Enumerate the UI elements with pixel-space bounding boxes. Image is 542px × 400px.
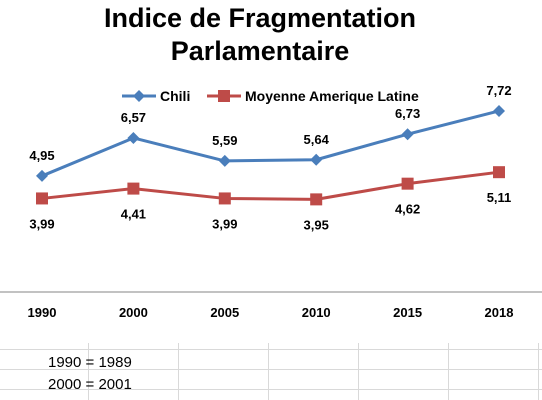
data-label-moyenne-2015: 4,62 bbox=[395, 202, 420, 217]
chart-title: Indice de Fragmentation Parlamentaire bbox=[0, 2, 520, 68]
data-label-moyenne-1990: 3,99 bbox=[29, 216, 54, 231]
data-label-moyenne-2005: 3,99 bbox=[212, 216, 237, 231]
chart-area[interactable]: Indice de Fragmentation Parlamentaire Ch… bbox=[0, 0, 542, 343]
data-label-chili-2015: 6,73 bbox=[395, 106, 420, 121]
x-tick-label-2000: 2000 bbox=[119, 305, 148, 320]
chart-legend: Chili Moyenne Amerique Latine bbox=[0, 84, 542, 108]
data-point-chili-2000[interactable] bbox=[127, 131, 140, 144]
series-line-moyenne bbox=[41, 170, 500, 201]
data-point-chili-2015[interactable] bbox=[401, 128, 414, 141]
x-tick-label-2010: 2010 bbox=[302, 305, 331, 320]
data-label-moyenne-2010: 3,95 bbox=[304, 217, 329, 232]
data-point-moyenne-2015[interactable] bbox=[401, 177, 414, 190]
legend-marker-moyenne bbox=[207, 90, 241, 102]
data-point-moyenne-2018[interactable] bbox=[493, 166, 505, 179]
x-tick-label-2018: 2018 bbox=[485, 305, 514, 320]
legend-marker-chili bbox=[122, 90, 156, 102]
x-tick-label-2015: 2015 bbox=[393, 305, 422, 320]
data-point-chili-2005[interactable] bbox=[218, 154, 231, 167]
legend-label-moyenne: Moyenne Amerique Latine bbox=[245, 88, 419, 104]
data-label-chili-1990: 4,95 bbox=[29, 148, 54, 163]
chart-title-line-1: Indice de Fragmentation bbox=[103, 3, 417, 33]
data-label-chili-2000: 6,57 bbox=[121, 110, 146, 125]
footnote-2000: 2000 = 2001 bbox=[48, 376, 132, 393]
data-label-chili-2010: 5,64 bbox=[304, 132, 330, 147]
footnote-1990: 1990 = 1989 bbox=[48, 354, 132, 371]
plot-area: 1990 2000 2005 2010 2015 2018 4,95 6,57 5,59 5,64… bbox=[0, 83, 542, 320]
data-label-chili-2005: 5,59 bbox=[212, 133, 237, 148]
data-point-chili-2018[interactable] bbox=[493, 104, 505, 117]
legend-label-chili: Chili bbox=[160, 88, 191, 104]
data-point-moyenne-1990[interactable] bbox=[36, 192, 48, 205]
data-point-moyenne-2000[interactable] bbox=[127, 182, 140, 195]
data-label-chili-2018: 7,72 bbox=[486, 83, 511, 98]
footnotes: 1990 = 1989 2000 = 2001 bbox=[48, 352, 132, 396]
series-line-chili bbox=[41, 109, 500, 178]
data-point-chili-2010[interactable] bbox=[310, 153, 323, 166]
data-label-moyenne-2018: 5,11 bbox=[487, 190, 512, 205]
data-point-moyenne-2010[interactable] bbox=[310, 193, 323, 206]
x-tick-label-1990: 1990 bbox=[28, 305, 57, 320]
data-point-moyenne-2005[interactable] bbox=[218, 192, 231, 205]
legend-item-chili: Chili bbox=[122, 84, 190, 108]
data-label-moyenne-2000: 4,41 bbox=[121, 207, 146, 222]
legend-item-moyenne: Moyenne Amerique Latine bbox=[207, 84, 419, 108]
chart-title-line-2: Parlamentaire bbox=[170, 36, 350, 66]
x-tick-label-2005: 2005 bbox=[210, 305, 239, 320]
data-point-chili-1990[interactable] bbox=[36, 169, 48, 182]
